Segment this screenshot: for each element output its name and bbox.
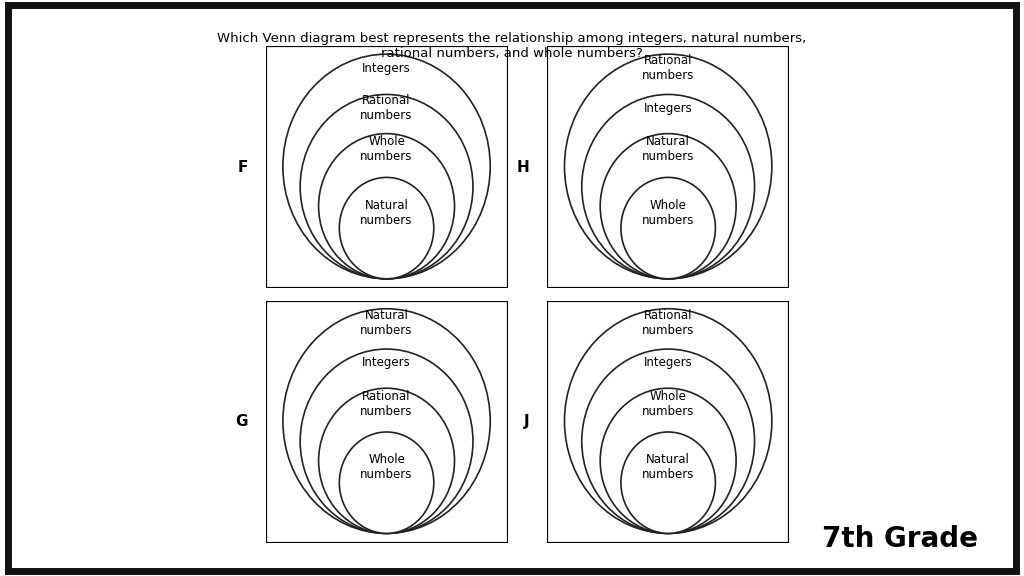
FancyBboxPatch shape bbox=[265, 46, 508, 288]
Text: Whole
numbers: Whole numbers bbox=[360, 135, 413, 163]
Text: H: H bbox=[517, 160, 529, 175]
Text: G: G bbox=[236, 414, 248, 429]
FancyBboxPatch shape bbox=[547, 46, 790, 288]
Ellipse shape bbox=[600, 388, 736, 533]
Text: Whole
numbers: Whole numbers bbox=[642, 389, 694, 418]
Text: Whole
numbers: Whole numbers bbox=[642, 199, 694, 227]
Ellipse shape bbox=[318, 134, 455, 279]
Text: F: F bbox=[238, 160, 248, 175]
FancyBboxPatch shape bbox=[547, 301, 790, 543]
Ellipse shape bbox=[621, 432, 716, 533]
Ellipse shape bbox=[564, 309, 772, 533]
Text: Rational
numbers: Rational numbers bbox=[360, 389, 413, 418]
Text: Rational
numbers: Rational numbers bbox=[642, 54, 694, 82]
Text: Natural
numbers: Natural numbers bbox=[360, 309, 413, 337]
Ellipse shape bbox=[300, 94, 473, 279]
Ellipse shape bbox=[283, 54, 490, 279]
Text: Rational
numbers: Rational numbers bbox=[360, 94, 413, 122]
Text: Natural
numbers: Natural numbers bbox=[642, 453, 694, 482]
Text: Integers: Integers bbox=[644, 102, 692, 115]
Ellipse shape bbox=[283, 309, 490, 533]
Text: Whole
numbers: Whole numbers bbox=[360, 453, 413, 482]
Text: 7th Grade: 7th Grade bbox=[822, 525, 978, 553]
Text: Natural
numbers: Natural numbers bbox=[360, 199, 413, 227]
FancyBboxPatch shape bbox=[265, 301, 508, 543]
Ellipse shape bbox=[339, 177, 434, 279]
Ellipse shape bbox=[621, 177, 716, 279]
Ellipse shape bbox=[582, 94, 755, 279]
Ellipse shape bbox=[339, 432, 434, 533]
Text: J: J bbox=[524, 414, 529, 429]
Text: Integers: Integers bbox=[644, 357, 692, 369]
Ellipse shape bbox=[600, 134, 736, 279]
Text: Integers: Integers bbox=[362, 62, 411, 75]
Text: Rational
numbers: Rational numbers bbox=[642, 309, 694, 337]
Ellipse shape bbox=[564, 54, 772, 279]
Ellipse shape bbox=[582, 349, 755, 533]
Ellipse shape bbox=[300, 349, 473, 533]
Text: Natural
numbers: Natural numbers bbox=[642, 135, 694, 163]
Ellipse shape bbox=[318, 388, 455, 533]
Text: Which Venn diagram best represents the relationship among integers, natural numb: Which Venn diagram best represents the r… bbox=[217, 32, 807, 60]
Text: Integers: Integers bbox=[362, 357, 411, 369]
